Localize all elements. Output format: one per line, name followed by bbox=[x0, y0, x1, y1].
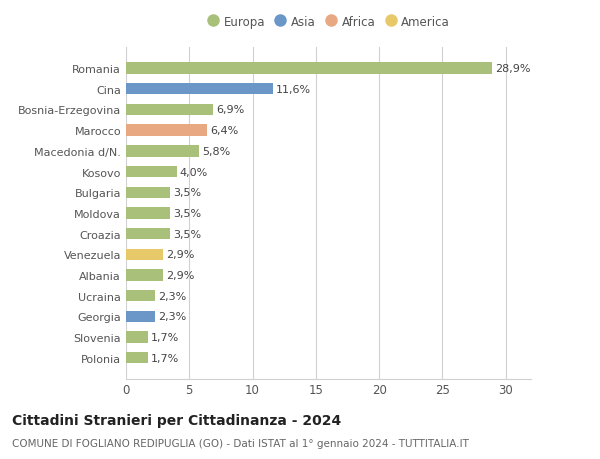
Text: Cittadini Stranieri per Cittadinanza - 2024: Cittadini Stranieri per Cittadinanza - 2… bbox=[12, 413, 341, 427]
Bar bbox=[126, 84, 273, 95]
Bar bbox=[126, 229, 170, 240]
Bar bbox=[126, 167, 176, 178]
Bar bbox=[126, 270, 163, 281]
Text: 1,7%: 1,7% bbox=[151, 353, 179, 363]
Text: 3,5%: 3,5% bbox=[173, 229, 202, 239]
Bar bbox=[126, 353, 148, 364]
Text: 5,8%: 5,8% bbox=[203, 146, 231, 157]
Legend: Europa, Asia, Africa, America: Europa, Asia, Africa, America bbox=[202, 11, 455, 34]
Bar bbox=[126, 63, 492, 74]
Bar bbox=[126, 146, 199, 157]
Text: 4,0%: 4,0% bbox=[180, 167, 208, 177]
Text: 3,5%: 3,5% bbox=[173, 188, 202, 198]
Bar bbox=[126, 187, 170, 198]
Text: 2,3%: 2,3% bbox=[158, 312, 187, 322]
Bar bbox=[126, 208, 170, 219]
Text: 2,9%: 2,9% bbox=[166, 270, 194, 280]
Bar bbox=[126, 311, 155, 322]
Text: COMUNE DI FOGLIANO REDIPUGLIA (GO) - Dati ISTAT al 1° gennaio 2024 - TUTTITALIA.: COMUNE DI FOGLIANO REDIPUGLIA (GO) - Dat… bbox=[12, 438, 469, 448]
Bar bbox=[126, 291, 155, 302]
Bar bbox=[126, 125, 207, 136]
Text: 3,5%: 3,5% bbox=[173, 208, 202, 218]
Text: 2,3%: 2,3% bbox=[158, 291, 187, 301]
Text: 28,9%: 28,9% bbox=[495, 64, 530, 74]
Bar bbox=[126, 332, 148, 343]
Text: 6,9%: 6,9% bbox=[217, 105, 245, 115]
Text: 2,9%: 2,9% bbox=[166, 250, 194, 260]
Bar bbox=[126, 249, 163, 260]
Text: 1,7%: 1,7% bbox=[151, 332, 179, 342]
Text: 6,4%: 6,4% bbox=[210, 126, 238, 136]
Text: 11,6%: 11,6% bbox=[276, 84, 311, 95]
Bar bbox=[126, 105, 214, 116]
